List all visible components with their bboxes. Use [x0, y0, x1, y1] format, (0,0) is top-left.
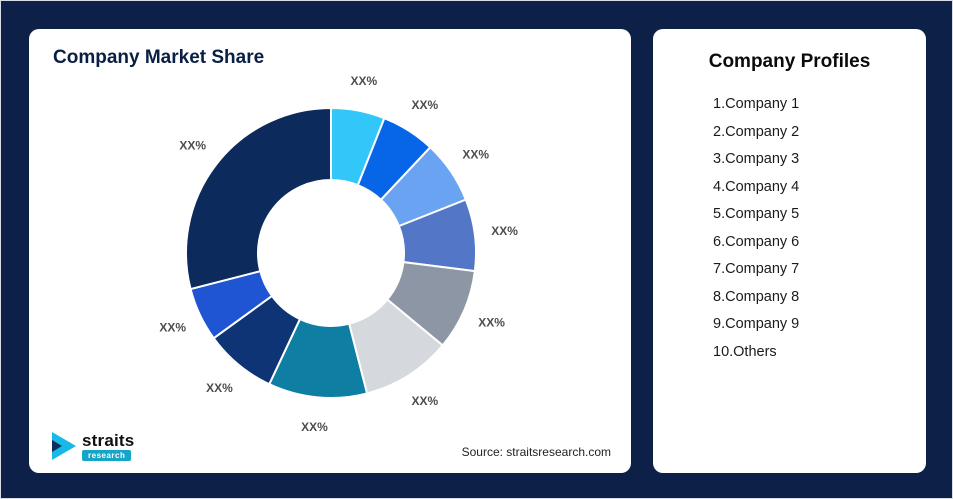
market-share-card: Company Market Share XX% XX% XX% XX% XX% XX% X…: [29, 29, 631, 473]
slice-label-7: XX%: [301, 420, 328, 434]
profile-item: 3.Company 3: [713, 151, 800, 167]
profile-item: 1.Company 1: [713, 96, 800, 112]
profile-item: 7.Company 7: [713, 261, 800, 277]
slice-label-6: XX%: [411, 394, 438, 408]
profiles-list: 1.Company 1 2.Company 2 3.Company 3 4.Compa…: [653, 91, 926, 366]
slice-label-2: XX%: [411, 98, 438, 112]
logo-subtitle: research: [82, 449, 132, 461]
profile-item: 8.Company 8: [713, 288, 800, 305]
slice-label-9: XX%: [159, 321, 186, 335]
company-profiles-card: Company Profiles 1.Company 1 2.Company 2 3…: [653, 29, 926, 473]
logo-text: straits research: [82, 432, 134, 461]
slice-label-1: XX%: [350, 74, 377, 88]
slice-label-10: XX%: [179, 139, 206, 153]
profile-item: 6.Company 6: [713, 233, 800, 250]
donut-chart: XX% XX% XX% XX% XX% XX% XX% XX% XX% XX%: [159, 74, 518, 434]
profile-item: 4.Company 4: [713, 178, 800, 195]
source-text: Source: straitsresearch.com: [461, 445, 611, 459]
slice-label-4: XX%: [491, 224, 518, 238]
donut-slice-10: [185, 106, 332, 291]
slice-label-5: XX%: [478, 316, 505, 330]
profile-item: 5.Company 5: [713, 206, 800, 222]
straits-arrow-icon: [52, 432, 76, 460]
straits-research-logo: straits research: [51, 431, 134, 461]
slice-label-8: XX%: [206, 381, 233, 395]
slice-label-3: XX%: [462, 148, 489, 162]
chart-title: Company Market Share: [53, 47, 265, 68]
profile-item: 10.Others: [713, 343, 777, 360]
profiles-title: Company Profiles: [708, 51, 871, 72]
profile-item: 2.Company 2: [713, 123, 800, 140]
profile-item: 9.Company 9: [713, 316, 800, 332]
logo-name: straits: [82, 430, 135, 450]
